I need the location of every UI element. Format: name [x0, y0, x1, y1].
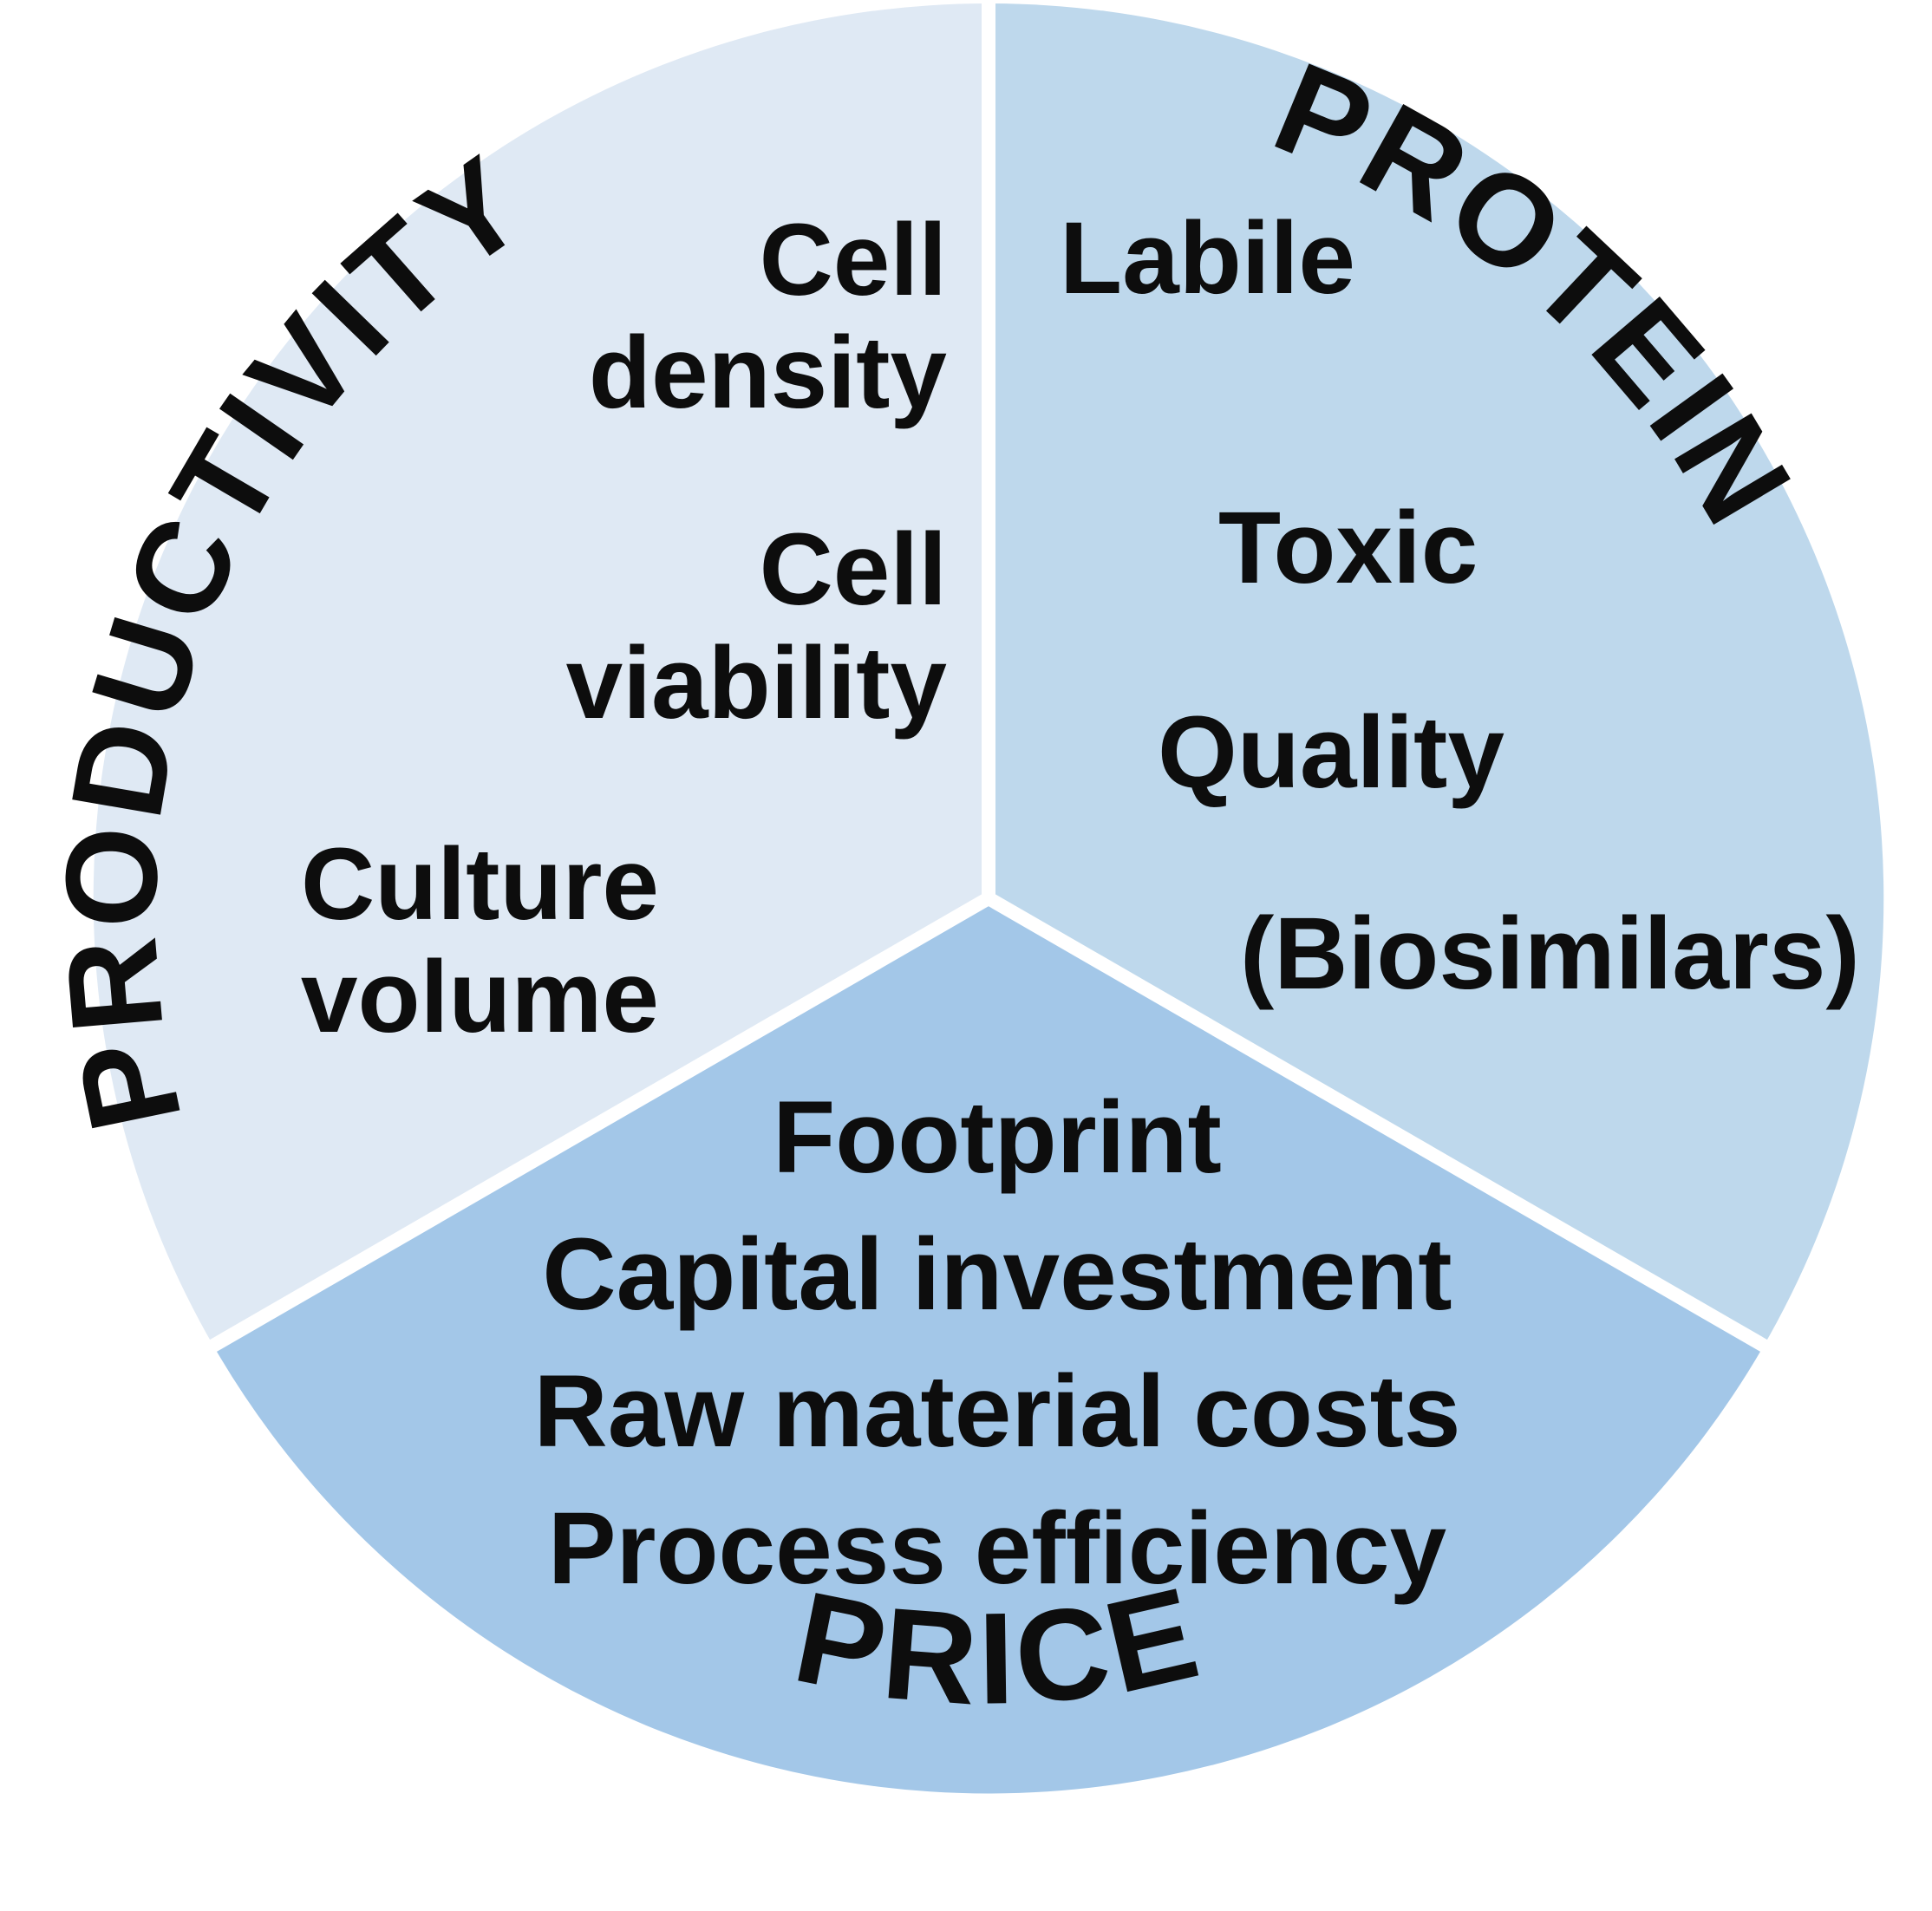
productivity-items: Cell density Cell viability Culture volu…: [301, 203, 947, 1054]
item-cell-viability-line1: Cell: [760, 512, 947, 627]
protein-items: Labile Toxic Quality (Biosimilars): [1060, 201, 1860, 1011]
item-biosimilars: (Biosimilars): [1240, 897, 1860, 1011]
segment-label-price-text: PRICE: [784, 1558, 1210, 1732]
price-items: Footprint Capital investment Raw materia…: [533, 1080, 1460, 1606]
item-labile: Labile: [1060, 201, 1355, 316]
item-footprint: Footprint: [773, 1080, 1222, 1195]
item-cell-density-line1: Cell: [760, 203, 947, 317]
item-toxic: Toxic: [1218, 491, 1478, 605]
slice-productivity[interactable]: [93, 3, 989, 1346]
divider-lower-left: [206, 891, 995, 1353]
item-capital-investment: Capital investment: [542, 1217, 1452, 1332]
divider-lower-right: [982, 891, 1771, 1353]
item-cell-density-line2: density: [589, 316, 947, 430]
slice-protein-shape[interactable]: [989, 3, 1884, 1347]
slice-dividers: [206, 0, 1771, 1353]
item-quality: Quality: [1158, 695, 1504, 810]
slice-protein[interactable]: [989, 3, 1884, 1347]
slice-productivity-shape[interactable]: [93, 3, 989, 1346]
item-process-efficiency: Process efficiency: [548, 1491, 1446, 1606]
item-culture-volume-line1: Culture: [301, 827, 659, 942]
segment-label-price: PRICE: [784, 1558, 1215, 1732]
item-raw-material-costs: Raw material costs: [533, 1354, 1460, 1469]
item-cell-viability-line2: viability: [566, 626, 947, 740]
item-culture-volume-line2: volume: [301, 940, 659, 1054]
